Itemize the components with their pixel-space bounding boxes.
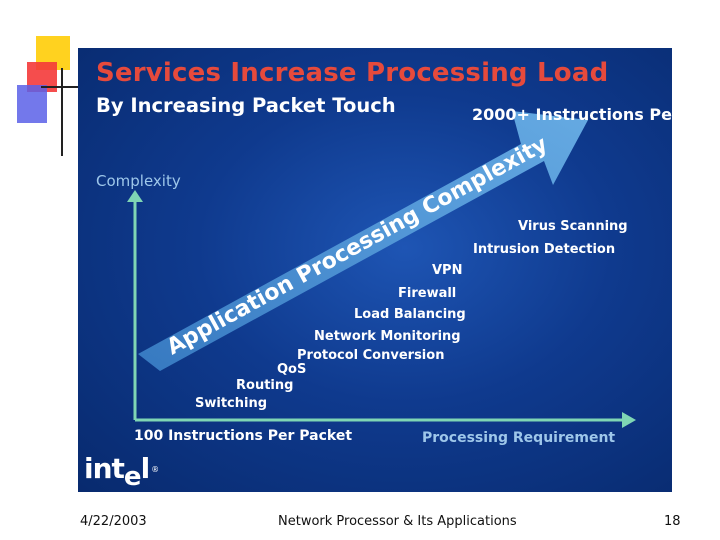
decor-vertical-line	[61, 68, 63, 156]
service-label: Virus Scanning	[518, 219, 628, 234]
service-label: Intrusion Detection	[473, 242, 616, 257]
decor-square-blue	[17, 85, 47, 123]
footer-date: 4/22/2003	[80, 514, 147, 529]
service-label: VPN	[432, 263, 463, 278]
logo-part: l	[140, 452, 151, 485]
y-axis-label: Complexity	[96, 172, 181, 190]
service-label: Routing	[236, 378, 294, 393]
service-label: Protocol Conversion	[297, 348, 445, 363]
logo-registered-mark: ®	[151, 465, 159, 474]
slide-subtitle: By Increasing Packet Touch	[96, 94, 396, 117]
diagram-graphics: Application Processing Complexity	[127, 111, 636, 428]
service-label: Firewall	[398, 286, 457, 301]
logo-part: e	[123, 462, 142, 492]
slide-title: Services Increase Processing Load	[96, 58, 609, 88]
axes	[127, 190, 636, 428]
decor-horizontal-line	[41, 86, 81, 88]
intel-logo: intel ®	[84, 452, 159, 492]
service-label: Load Balancing	[354, 307, 466, 322]
service-label: Switching	[195, 396, 268, 411]
page-number: 18	[664, 514, 681, 529]
diagonal-arrow	[138, 111, 588, 371]
logo-part: int	[84, 452, 125, 485]
footer-title: Network Processor & Its Applications	[278, 514, 517, 529]
slide-diagram: Application Processing Complexity Servic…	[78, 48, 672, 492]
service-label: QoS	[277, 362, 307, 377]
x-axis-right-label: Processing Requirement	[422, 430, 616, 446]
service-label: Network Monitoring	[314, 329, 461, 344]
top-right-note: 2000+ Instructions Per Packet	[472, 105, 672, 124]
x-axis-left-label: 100 Instructions Per Packet	[134, 428, 353, 444]
